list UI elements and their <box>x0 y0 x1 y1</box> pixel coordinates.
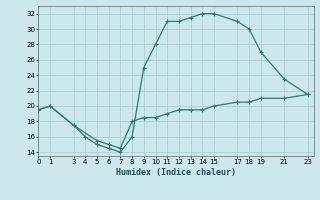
X-axis label: Humidex (Indice chaleur): Humidex (Indice chaleur) <box>116 168 236 177</box>
